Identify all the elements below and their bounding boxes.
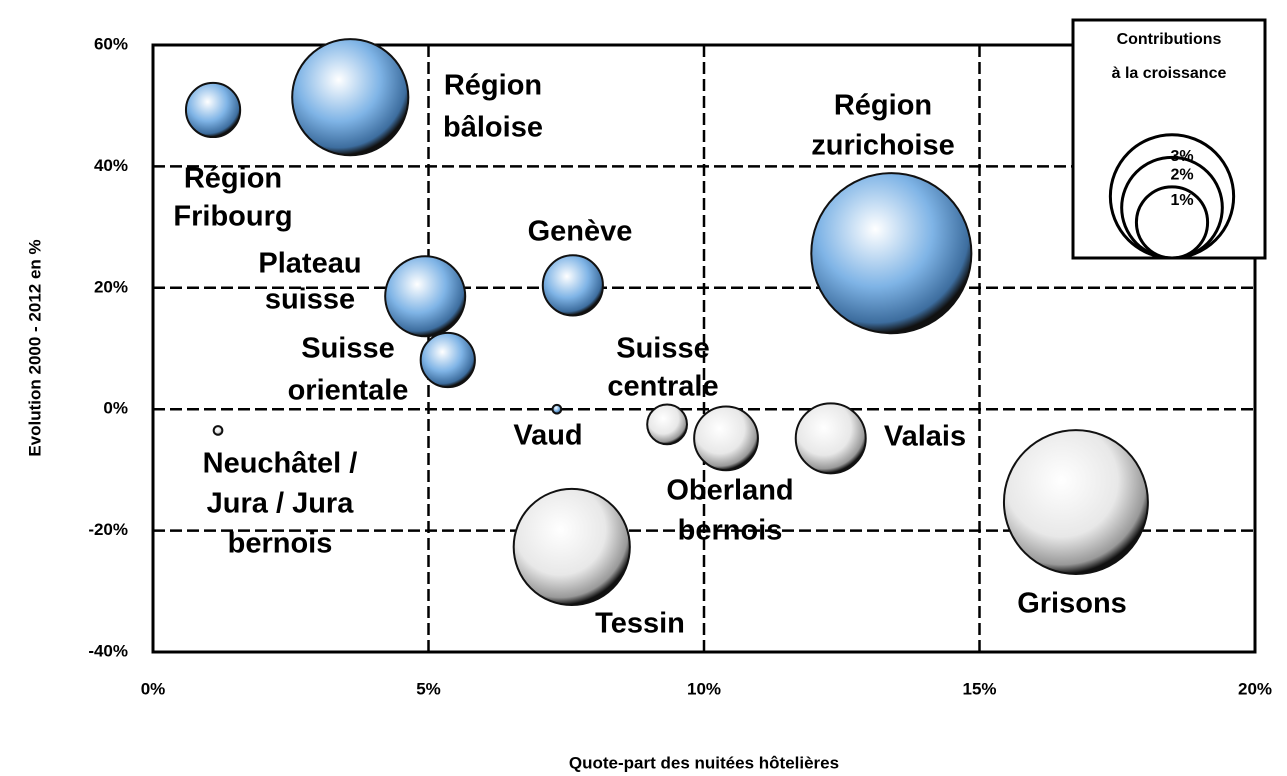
bubble <box>794 402 867 475</box>
bubble <box>541 254 604 317</box>
bubble <box>512 487 631 607</box>
x-tick-label: 0% <box>141 679 166 698</box>
bubble <box>646 403 688 446</box>
bubble-label: suisse <box>265 284 355 316</box>
plot-frame <box>151 43 1257 654</box>
y-tick-label: 20% <box>94 277 128 296</box>
x-tick-label: 10% <box>687 679 721 698</box>
bubble-label: Région <box>444 70 542 102</box>
size-legend-circle <box>1134 185 1210 260</box>
bubble-label: bâloise <box>443 112 543 144</box>
size-legend-box <box>1071 18 1267 260</box>
bubble-label: Neuchâtel / <box>203 448 358 480</box>
bubble <box>810 172 973 335</box>
y-tick-label: 60% <box>94 34 128 53</box>
bubble-label: Région <box>834 90 932 122</box>
y-axis-label: Evolution 2000 - 2012 en % <box>25 239 44 456</box>
size-legend-label: 1% <box>1170 192 1193 209</box>
y-tick-label: -20% <box>88 520 128 539</box>
x-tick-label: 20% <box>1238 679 1272 698</box>
bubble-label: Tessin <box>595 608 685 640</box>
y-tick-label: -40% <box>88 641 128 660</box>
bubble-label: zurichoise <box>811 130 954 162</box>
bubble-label: bernois <box>228 528 333 560</box>
size-legend-title: Contributions <box>1117 31 1222 48</box>
bubble-label: Vaud <box>513 420 582 452</box>
bubble <box>419 331 476 389</box>
bubble-label: Suisse <box>616 333 710 365</box>
size-legend-label: 2% <box>1170 167 1193 184</box>
x-tick-label: 5% <box>416 679 441 698</box>
y-tick-label: 40% <box>94 156 128 175</box>
bubble <box>551 403 563 415</box>
bubble-label: Oberland <box>666 475 793 507</box>
size-legend-title: à la croissance <box>1112 65 1227 82</box>
bubble-label: Genève <box>528 216 633 248</box>
bubble-label: Jura / Jura <box>207 488 355 520</box>
bubble-label: Valais <box>884 421 966 453</box>
bubble <box>212 425 224 436</box>
bubble-label: Suisse <box>301 333 395 365</box>
bubble-label: Plateau <box>258 248 361 280</box>
bubble <box>291 38 410 157</box>
x-tick-label: 15% <box>962 679 996 698</box>
bubble-label: Région <box>184 163 282 195</box>
bubble <box>184 81 242 139</box>
bubble <box>693 405 759 472</box>
bubble <box>384 255 467 338</box>
bubble-label: orientale <box>288 375 409 407</box>
y-tick-label: 0% <box>103 399 128 418</box>
bubble-label: Fribourg <box>173 201 292 233</box>
bubble <box>1002 429 1149 576</box>
bubble-label: centrale <box>607 371 718 403</box>
bubble-label: Grisons <box>1017 588 1127 620</box>
x-axis-label: Quote-part des nuitées hôtelières <box>569 753 839 772</box>
bubble-label: bernois <box>678 515 783 547</box>
